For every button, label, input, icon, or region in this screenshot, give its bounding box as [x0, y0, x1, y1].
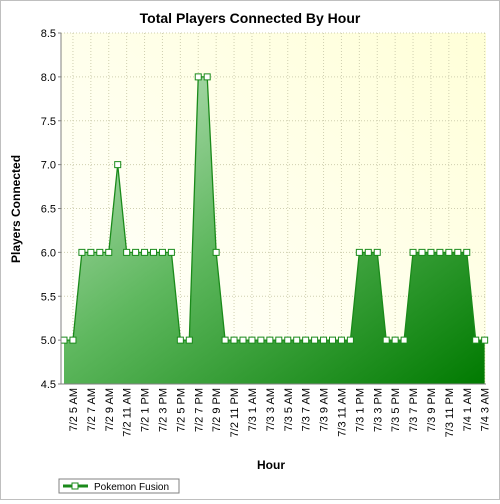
x-tick-label: 7/3 7 AM — [301, 388, 313, 431]
data-point — [150, 248, 157, 256]
y-tick-label: 7.5 — [41, 116, 56, 128]
data-point — [78, 248, 86, 256]
data-point — [194, 73, 202, 81]
x-tick-label: 7/2 5 PM — [175, 388, 187, 432]
data-point — [355, 248, 363, 256]
legend-box — [58, 478, 180, 494]
x-tick-label: 7/2 5 AM — [68, 388, 80, 431]
data-point — [427, 248, 435, 256]
series-points — [60, 73, 489, 344]
x-tick-label: 7/2 11 PM — [229, 388, 241, 437]
data-point — [123, 248, 131, 256]
y-tick-label: 8.0 — [41, 72, 56, 84]
data-point — [346, 336, 354, 344]
data-point — [221, 336, 229, 344]
x-tick-label: 7/2 9 PM — [211, 388, 223, 432]
data-point — [311, 336, 319, 344]
data-point — [176, 336, 184, 344]
x-tick-label: 7/2 9 AM — [104, 388, 116, 431]
y-tick-label: 5.0 — [41, 335, 56, 347]
x-tick-label: 7/2 7 PM — [193, 388, 205, 432]
legend: Pokemon Fusion — [58, 478, 180, 494]
data-point — [114, 161, 122, 169]
x-tick-label: 7/2 11 AM — [122, 388, 134, 437]
data-point — [266, 336, 274, 344]
data-point — [436, 248, 444, 256]
x-tick-label: 7/3 11 AM — [336, 388, 348, 437]
legend-label: Pokemon Fusion — [94, 482, 169, 493]
y-tick-label: 6.5 — [41, 204, 56, 216]
data-point — [364, 248, 372, 256]
data-point — [212, 248, 220, 256]
x-tick-label: 7/4 1 AM — [462, 388, 474, 431]
y-tick-label: 6.0 — [41, 247, 56, 259]
y-tick-label: 8.5 — [41, 28, 56, 40]
x-tick-label: 7/3 5 AM — [283, 388, 295, 431]
data-point — [87, 248, 95, 256]
x-tick-label: 7/3 5 PM — [390, 388, 402, 432]
data-point — [481, 336, 489, 344]
x-axis-title: Hour — [257, 458, 285, 472]
x-tick-label: 7/3 3 AM — [265, 388, 277, 431]
data-point — [293, 336, 301, 344]
data-point — [257, 336, 265, 344]
data-point — [141, 248, 149, 256]
data-point — [96, 248, 104, 256]
x-tick-label: 7/3 9 PM — [426, 388, 438, 432]
y-tick-label: 4.5 — [41, 379, 56, 391]
x-tick-labels: 7/2 5 AM 7/2 7 AM 7/2 9 AM 7/2 11 AM 7/2 1 P… — [68, 388, 492, 437]
data-point — [337, 336, 345, 344]
x-tick-label: 7/3 1 AM — [247, 388, 259, 431]
data-point — [418, 248, 426, 256]
x-tick-label: 7/3 1 PM — [354, 388, 366, 432]
data-point — [302, 336, 310, 344]
data-point — [445, 248, 453, 256]
data-point — [239, 336, 247, 344]
data-point — [463, 248, 471, 256]
y-axis-title: Players Connected — [9, 155, 23, 263]
data-point — [400, 336, 408, 344]
x-tick-label: 7/3 9 AM — [319, 388, 331, 431]
data-point — [248, 336, 256, 344]
x-tick-label: 7/3 11 PM — [444, 388, 456, 437]
y-tick-labels: 4.5 5.0 5.5 6.0 6.5 7.0 7.5 8.0 8.5 — [41, 28, 61, 391]
data-point — [373, 248, 381, 256]
x-tick-label: 7/3 7 PM — [408, 388, 420, 432]
data-point — [391, 336, 399, 344]
data-point — [185, 336, 193, 344]
data-point — [284, 336, 292, 344]
data-point — [69, 336, 77, 344]
data-point — [105, 248, 113, 256]
data-point — [454, 248, 462, 256]
data-point — [167, 248, 175, 256]
x-tick-label: 7/4 3 AM — [480, 388, 492, 431]
data-point — [275, 336, 283, 344]
data-point — [132, 248, 140, 256]
x-tick-label: 7/2 7 AM — [86, 388, 98, 431]
legend-marker-swatch — [71, 482, 79, 490]
data-point — [320, 336, 328, 344]
data-point — [230, 336, 238, 344]
chart-title: Total Players Connected By Hour — [140, 10, 361, 26]
x-tick-label: 7/3 3 PM — [372, 388, 384, 432]
data-point — [382, 336, 390, 344]
data-point — [158, 248, 166, 256]
x-tick-label: 7/2 1 PM — [140, 388, 152, 432]
x-tick-label: 7/2 3 PM — [157, 388, 169, 432]
data-point — [60, 336, 68, 344]
data-point — [409, 248, 417, 256]
data-point — [472, 336, 480, 344]
series-area — [64, 76, 485, 384]
y-tick-label: 7.0 — [41, 160, 56, 172]
data-point — [329, 336, 336, 344]
y-tick-label: 5.5 — [41, 291, 56, 303]
data-point — [203, 73, 211, 81]
